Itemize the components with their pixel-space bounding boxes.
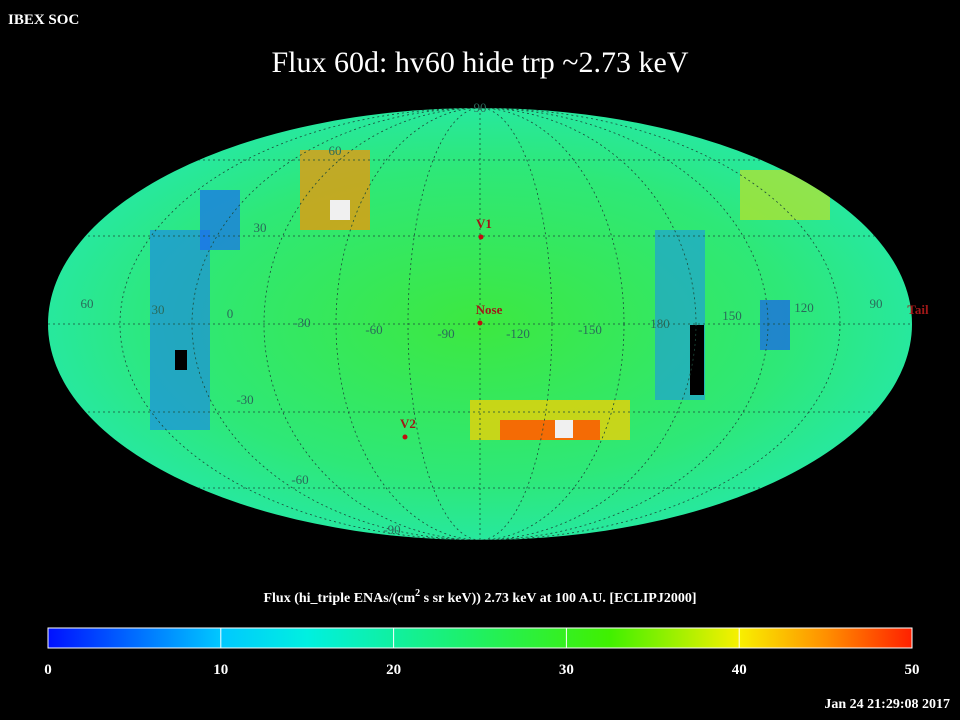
lat-label: 90 — [474, 100, 487, 115]
lon-label: 90 — [870, 296, 883, 311]
lon-label: 180 — [650, 316, 670, 331]
lon-label: -60 — [365, 322, 382, 337]
lat-label: -90 — [383, 522, 400, 537]
lon-label: -30 — [293, 315, 310, 330]
marker-dot — [402, 434, 408, 440]
lat-label: -30 — [236, 392, 253, 407]
lon-label: -90 — [437, 326, 454, 341]
lon-label: 30 — [152, 302, 165, 317]
marker-label: Tail — [907, 302, 929, 317]
colorbar — [47, 627, 913, 649]
title: Flux 60d: hv60 hide trp ~2.73 keV — [271, 46, 688, 79]
marker-label: Nose — [476, 302, 503, 317]
lon-label: 150 — [722, 308, 742, 323]
lon-label: 120 — [794, 300, 814, 315]
org: IBEX SOC — [8, 12, 79, 28]
timestamp: Jan 24 21:29:08 2017 — [824, 697, 950, 712]
colorbar-tick-label: 50 — [905, 662, 920, 678]
marker-dot — [477, 320, 483, 326]
colorbar-title-part: s sr keV)) 2.73 keV at 100 A.U. [ECLIPJ2… — [420, 591, 696, 606]
colorbar-tick-label: 30 — [559, 662, 574, 678]
lat-label: -60 — [291, 472, 308, 487]
colorbar-tick-label: 0 — [44, 662, 52, 678]
marker-label: V2 — [400, 416, 416, 431]
sky-map — [48, 108, 912, 540]
colorbar-title-sup: 2 — [415, 588, 420, 599]
colorbar-title-part: Flux (hi_triple ENAs/(cm — [263, 591, 415, 606]
lon-label: 60 — [81, 296, 94, 311]
lat-label: 30 — [254, 220, 267, 235]
lon-label: -120 — [506, 326, 530, 341]
lon-label: 0 — [227, 306, 234, 321]
colorbar-tick-label: 40 — [732, 662, 747, 678]
colorbar-title: Flux (hi_triple ENAs/(cm2 s sr keV)) 2.7… — [263, 588, 696, 606]
colorbar-tick-label: 20 — [386, 662, 401, 678]
colorbar-tick-label: 10 — [213, 662, 228, 678]
marker-label: V1 — [476, 216, 492, 231]
lat-label: 60 — [329, 143, 342, 158]
lon-label: -150 — [578, 322, 602, 337]
marker-dot — [478, 234, 484, 240]
